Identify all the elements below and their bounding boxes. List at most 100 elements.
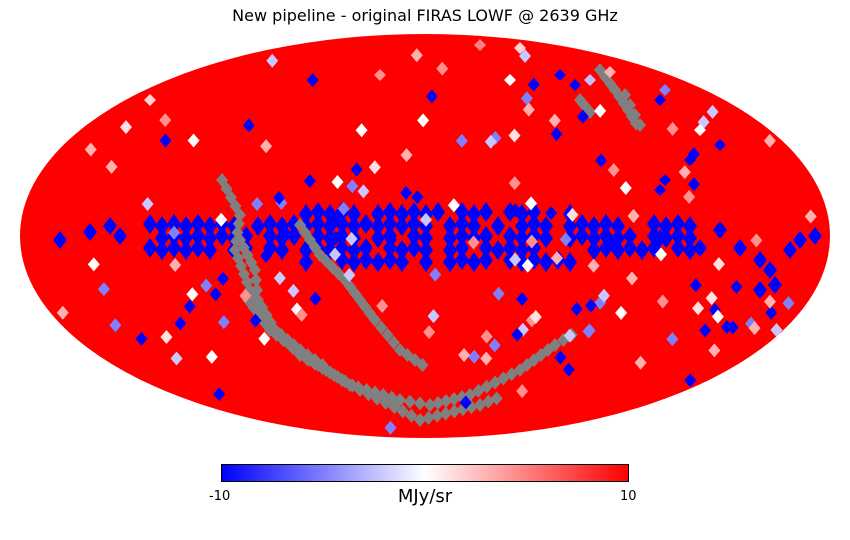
map-pixel bbox=[443, 228, 457, 249]
map-pixel bbox=[287, 283, 300, 298]
map-pixel bbox=[448, 392, 460, 406]
map-pixel bbox=[155, 216, 169, 237]
map-pixel bbox=[419, 228, 433, 249]
map-pixel bbox=[427, 309, 440, 324]
map-pixel bbox=[87, 257, 100, 272]
map-pixel bbox=[216, 271, 229, 286]
map-pixel bbox=[275, 240, 289, 261]
map-pixel bbox=[191, 214, 205, 234]
map-pixel bbox=[748, 321, 761, 336]
map-pixel bbox=[103, 217, 117, 235]
map-pixel bbox=[141, 197, 154, 212]
map-pixel bbox=[381, 328, 394, 342]
map-pixel bbox=[84, 142, 97, 157]
map-pixel bbox=[625, 271, 638, 286]
map-pixel bbox=[109, 318, 122, 333]
map-pixel bbox=[467, 235, 480, 250]
map-pixel bbox=[439, 406, 452, 421]
map-pixel bbox=[656, 294, 669, 309]
map-pixel bbox=[371, 228, 385, 249]
map-pixel bbox=[344, 378, 356, 392]
map-pixel bbox=[347, 240, 361, 261]
map-pixel bbox=[619, 181, 632, 196]
map-pixel bbox=[260, 248, 273, 263]
map-pixel bbox=[191, 226, 205, 246]
map-pixel bbox=[607, 163, 620, 178]
map-pixel bbox=[200, 278, 213, 293]
map-pixel bbox=[135, 331, 148, 346]
map-pixel bbox=[419, 240, 433, 261]
map-pixel bbox=[425, 89, 438, 104]
map-pixel bbox=[515, 240, 529, 261]
map-pixel bbox=[299, 252, 313, 273]
map-pixel bbox=[539, 216, 553, 237]
map-pixel bbox=[509, 252, 522, 267]
map-pixel bbox=[750, 233, 763, 248]
map-pixel bbox=[554, 350, 567, 365]
map-pixel bbox=[179, 216, 193, 237]
map-pixel bbox=[186, 287, 199, 302]
map-pixel bbox=[217, 315, 230, 330]
map-pixel bbox=[155, 240, 169, 261]
map-pixel bbox=[763, 133, 776, 148]
map-pixel bbox=[683, 228, 697, 249]
map-pixel bbox=[328, 247, 341, 262]
map-pixel bbox=[753, 281, 767, 299]
map-pixel bbox=[712, 257, 725, 272]
map-pixel bbox=[584, 298, 597, 313]
map-pixel bbox=[440, 394, 452, 408]
map-pixel bbox=[352, 380, 365, 395]
map-pixel bbox=[508, 176, 521, 191]
map-pixel bbox=[213, 387, 226, 402]
map-pixel bbox=[705, 291, 718, 306]
map-pixel bbox=[793, 231, 807, 249]
map-pixel bbox=[455, 250, 469, 270]
map-pixel bbox=[455, 133, 468, 148]
map-pixel bbox=[522, 102, 535, 117]
map-pixel bbox=[654, 184, 666, 196]
map-pixel bbox=[239, 288, 252, 303]
map-pixel bbox=[684, 373, 697, 388]
map-pixel bbox=[479, 238, 493, 258]
map-pixel bbox=[508, 128, 521, 143]
map-pixel bbox=[251, 283, 263, 297]
map-pixel bbox=[400, 185, 413, 200]
map-pixel bbox=[491, 240, 505, 261]
map-pixel bbox=[711, 309, 724, 324]
map-pixel bbox=[328, 368, 340, 382]
map-pixel bbox=[407, 202, 421, 222]
map-pixel bbox=[706, 104, 719, 119]
map-pixel bbox=[634, 355, 647, 370]
map-pixel bbox=[119, 120, 132, 135]
map-pixel bbox=[83, 223, 97, 241]
map-pixel bbox=[726, 320, 739, 335]
map-pixel bbox=[604, 66, 616, 78]
map-pixel bbox=[143, 214, 157, 234]
map-pixel bbox=[570, 302, 583, 317]
map-pixel bbox=[584, 74, 596, 86]
map-pixel bbox=[804, 209, 817, 224]
map-pixel bbox=[520, 91, 533, 106]
map-pixel bbox=[714, 139, 726, 151]
map-pixel bbox=[539, 252, 553, 273]
map-pixel bbox=[519, 49, 532, 64]
map-title: New pipeline - original FIRAS LOWF @ 263… bbox=[232, 6, 618, 25]
map-pixel bbox=[763, 261, 777, 279]
map-pixel bbox=[407, 214, 421, 234]
map-pixel bbox=[562, 362, 575, 377]
map-pixel bbox=[569, 79, 581, 91]
map-pixel bbox=[159, 133, 172, 148]
map-pixel bbox=[480, 351, 493, 366]
map-pixel bbox=[619, 88, 631, 102]
map-pixel bbox=[432, 396, 444, 410]
map-pixel bbox=[730, 279, 743, 294]
map-pixel bbox=[654, 94, 666, 106]
map-pixel bbox=[763, 294, 776, 309]
map-pixel bbox=[383, 202, 397, 222]
map-pixel bbox=[375, 320, 388, 335]
map-pixel bbox=[559, 232, 572, 247]
map-pixel bbox=[563, 252, 577, 273]
map-pixel bbox=[514, 42, 526, 54]
colorbar-min-label: -10 bbox=[209, 489, 231, 504]
map-pixel bbox=[360, 383, 373, 397]
